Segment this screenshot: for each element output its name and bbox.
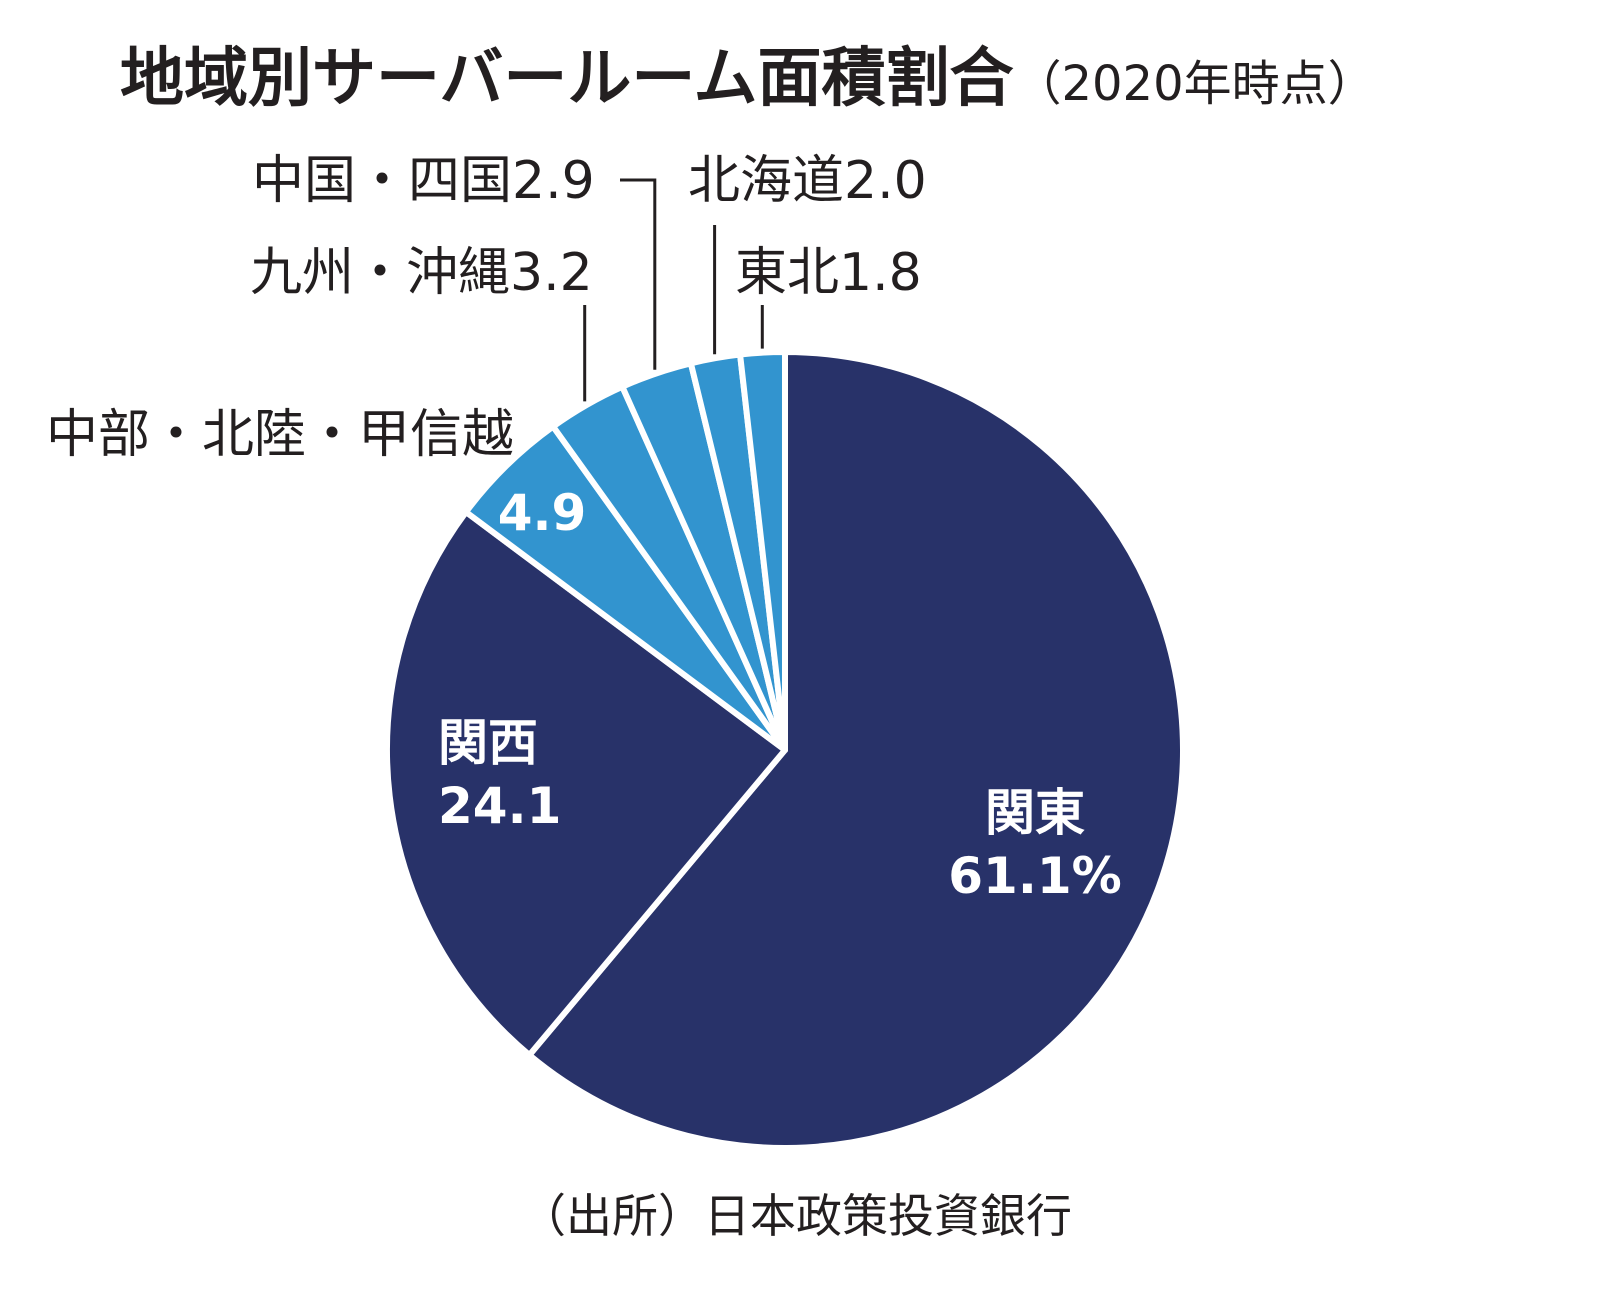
- slice-label-chubu-name: 中部・北陸・甲信越: [46, 405, 514, 465]
- pie-slices: [384, 348, 1186, 1151]
- slice-label-tohoku: 東北1.8: [735, 243, 922, 303]
- slice-label-kansai-name: 関西: [438, 714, 538, 772]
- chart-title-main: 地域別サーバールーム面積割合: [120, 42, 1013, 116]
- source-note: （出所）日本政策投資銀行: [520, 1189, 1072, 1243]
- pie-slice-7: [737, 348, 788, 753]
- pie-slice-2: [384, 509, 788, 1059]
- slice-label-chugoku: 中国・四国2.9: [252, 151, 595, 211]
- slice-label-chubu-value: 4.9: [498, 484, 587, 542]
- slice-label-kyushu: 九州・沖縄3.2: [250, 243, 593, 303]
- slice-label-kanto-value: 61.1%: [948, 847, 1121, 905]
- chart-title: 地域別サーバールーム面積割合（2020年時点）: [120, 42, 1376, 116]
- leader-chugoku: [620, 178, 657, 370]
- slice-label-kansai-value: 24.1: [438, 777, 561, 835]
- pie-slice-1: [526, 349, 1186, 1151]
- leader-lines: [583, 178, 764, 402]
- slice-label-hokkaido: 北海道2.0: [688, 151, 927, 211]
- slice-label-kanto-name: 関東: [985, 784, 1085, 842]
- chart-subtitle: （2020年時点）: [1013, 56, 1375, 112]
